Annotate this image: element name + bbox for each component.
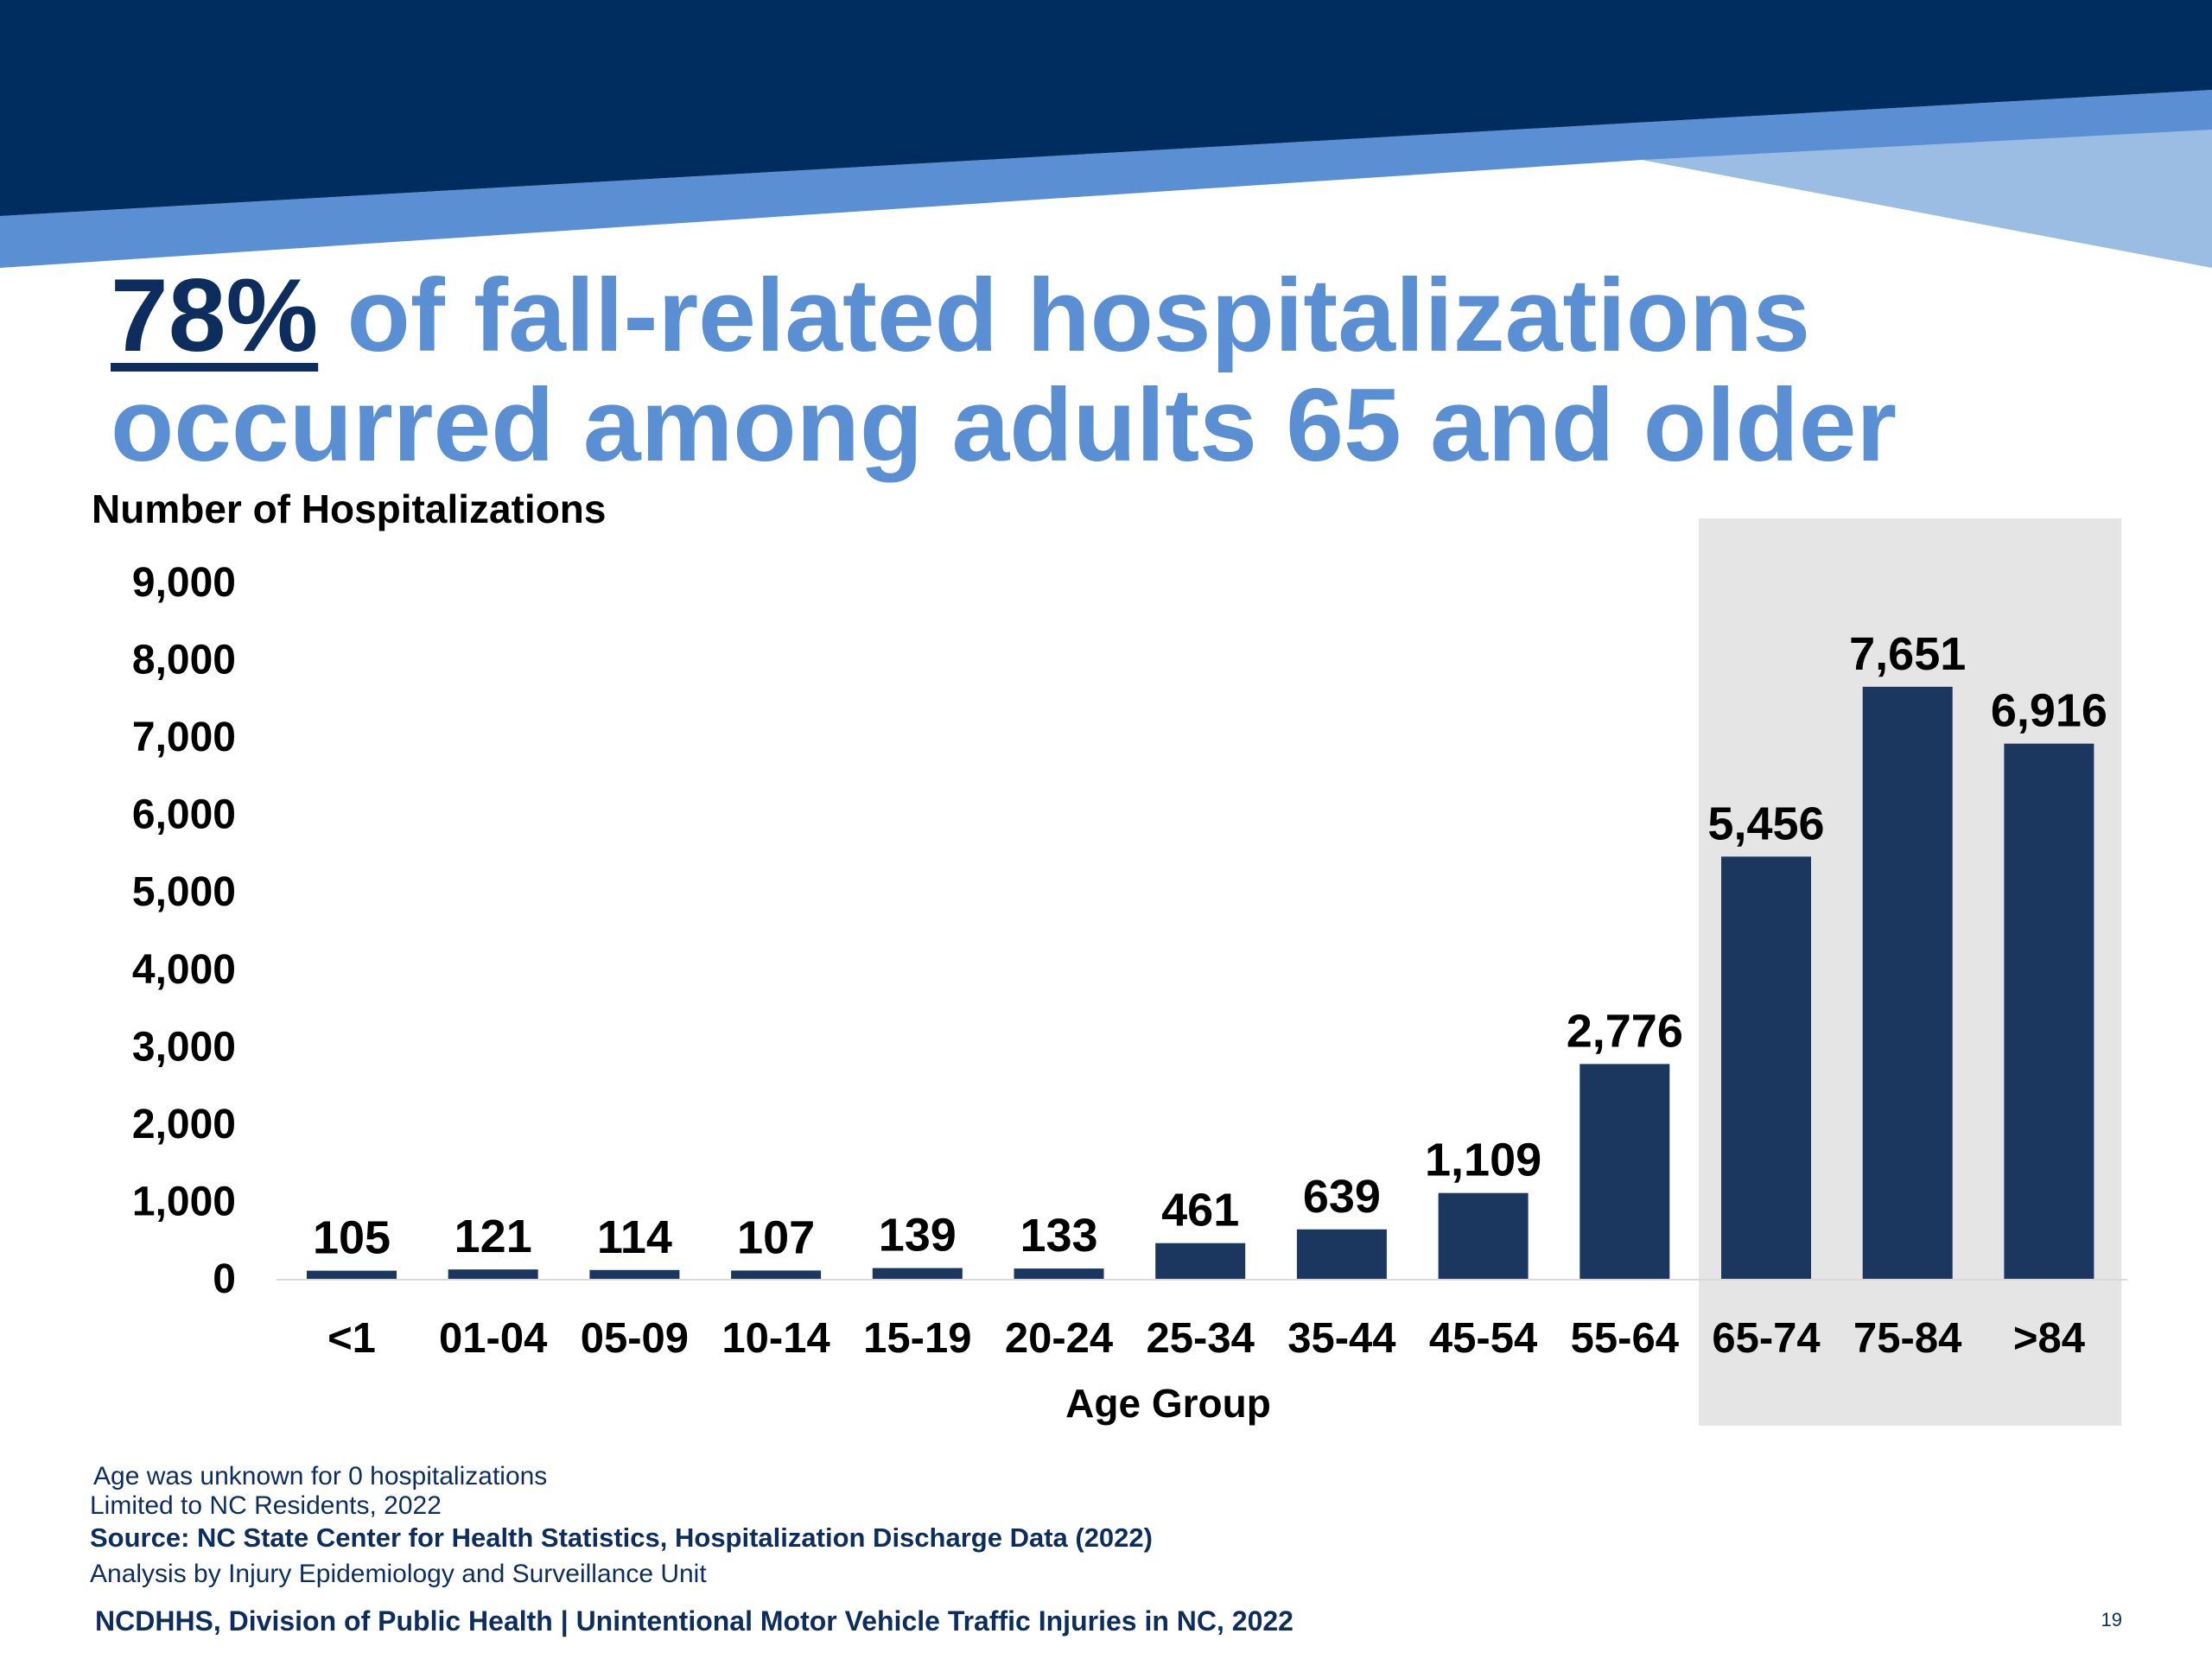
y-tick-label: 1,000 [132,1179,236,1224]
x-tick-label: 65-74 [1712,1315,1820,1362]
y-tick-label: 4,000 [132,947,236,993]
note-source: Source: NC State Center for Health Stati… [90,1522,1153,1553]
note-limited: Limited to NC Residents, 2022 [90,1491,442,1520]
bar [1580,1064,1670,1279]
title-highlight-percent: 78% [111,257,319,373]
x-tick-label: 05-09 [581,1315,689,1362]
bar [1014,1268,1104,1279]
bar [1862,686,1953,1279]
x-tick-label: 15-19 [863,1315,971,1362]
page-number: 19 [2101,1609,2122,1630]
bar-value-label: 139 [879,1210,957,1262]
header-banner [0,0,2212,268]
banner-dark-band [0,0,2212,216]
y-tick-label: 9,000 [132,560,236,606]
y-axis-ticks: 0 1,000 2,000 3,000 4,000 5,000 6,000 7,000 8,00… [132,560,236,1302]
y-tick-label: 7,000 [132,715,236,760]
y-tick-label: 2,000 [132,1102,236,1147]
note-analysis: Analysis by Injury Epidemiology and Surv… [90,1560,707,1588]
x-tick-label: <1 [327,1315,376,1362]
bar [872,1268,963,1279]
bar-value-label: 133 [1020,1210,1097,1262]
bar [2004,743,2094,1279]
title-text: of fall-related hospitalizations occurre… [111,257,1897,483]
bar-value-label: 121 [454,1211,532,1262]
x-tick-label: 35-44 [1287,1315,1395,1362]
x-tick-label: 45-54 [1429,1315,1537,1362]
x-tick-label: >84 [2013,1315,2085,1362]
y-tick-label: 6,000 [132,792,236,838]
bar-chart: Number of Hospitalizations 0 1,000 2,000 3,… [92,486,2127,1426]
x-tick-label: 20-24 [1005,1315,1113,1362]
banner-mid-stripe [0,90,2212,268]
bar [1155,1243,1246,1279]
bar-value-label: 639 [1303,1171,1381,1223]
footer-text: NCDHHS, Division of Public Health | Unin… [95,1605,1294,1637]
bar-value-label: 107 [737,1211,815,1263]
bar-value-label: 105 [313,1212,391,1264]
bar [1296,1229,1387,1279]
x-tick-label: 55-64 [1571,1315,1679,1362]
y-tick-label: 3,000 [132,1024,236,1070]
data-labels: 105 121 114 107 139 133 461 639 1,109 2,776 5,456 7… [313,628,2107,1264]
x-tick-label: 10-14 [721,1315,830,1362]
bar-value-label: 5,456 [1707,798,1824,849]
bar [1438,1192,1529,1279]
bar-value-label: 461 [1161,1185,1239,1236]
x-tick-label: 01-04 [439,1315,547,1362]
bar-value-label: 6,916 [1991,685,2107,737]
bar [589,1269,680,1279]
bar [307,1270,397,1279]
bar-value-label: 1,109 [1425,1135,1541,1186]
bar-value-label: 114 [597,1211,672,1263]
y-tick-label: 0 [213,1256,236,1302]
bar [731,1270,822,1279]
bar [1721,856,1811,1279]
footnotes: Age was unknown for 0 hospitalizations L… [90,1462,1645,1593]
y-axis-label: Number of Hospitalizations [92,486,606,531]
bars [307,686,2094,1279]
x-axis-ticks: <1 01-04 05-09 10-14 15-19 20-24 25-34 35-44 45-… [327,1315,2085,1362]
bar [448,1269,538,1279]
slide-title: 78% of fall-related hospitalizations occ… [111,261,2098,480]
bar-value-label: 2,776 [1567,1005,1683,1057]
x-tick-label: 75-84 [1853,1315,1961,1362]
y-tick-label: 5,000 [132,869,236,915]
x-tick-label: 25-34 [1147,1315,1255,1362]
x-axis-label: Age Group [1065,1381,1271,1426]
bar-value-label: 7,651 [1849,628,1966,680]
note-unknown-age: Age was unknown for 0 hospitalizations [93,1462,548,1491]
y-tick-label: 8,000 [132,638,236,683]
